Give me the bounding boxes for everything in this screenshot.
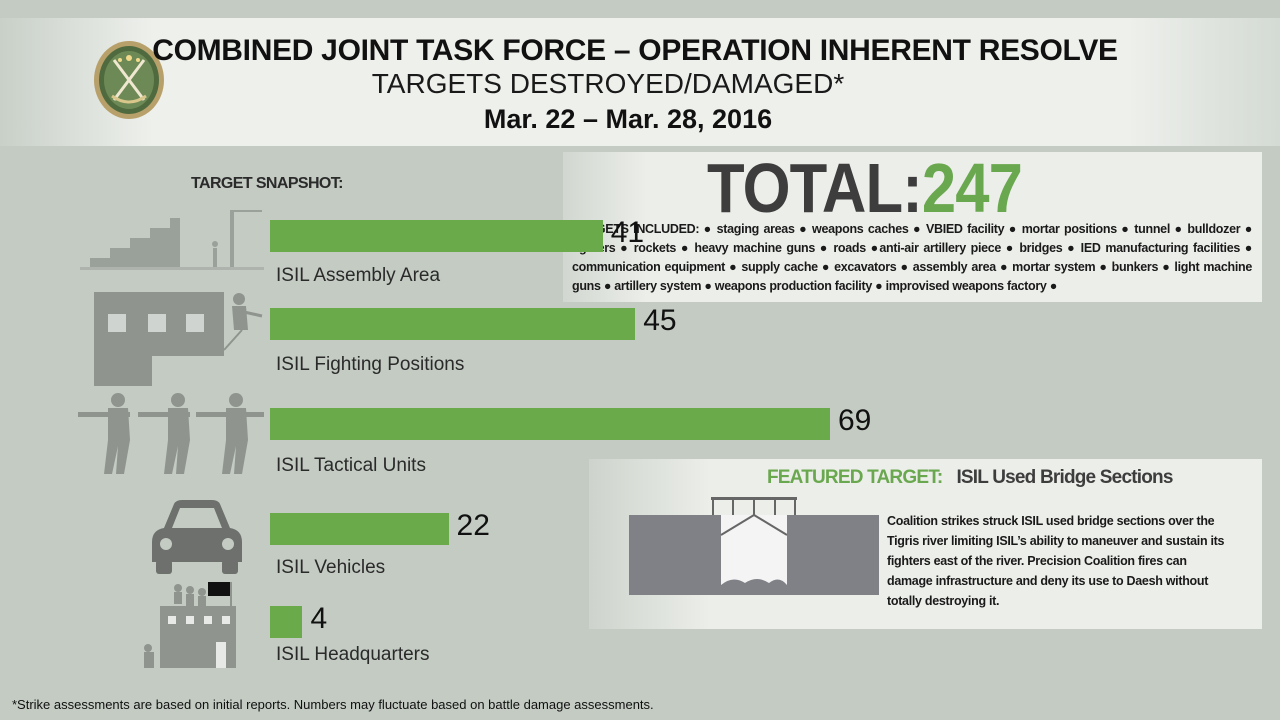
bar-2 <box>270 308 636 340</box>
bar-value-label: 22 <box>456 509 490 542</box>
featured-panel: FEATURED TARGET: ISIL Used Bridge Section… <box>589 459 1262 629</box>
bridge-icon <box>629 497 879 595</box>
bar-value-label: 45 <box>643 304 677 337</box>
featured-target: ISIL Used Bridge Sections <box>956 467 1173 488</box>
date-range: Mar. 22 – Mar. 28, 2016 <box>483 104 773 134</box>
snapshot-label: TARGET SNAPSHOT: <box>191 175 343 192</box>
task-force-seal-icon <box>94 41 164 119</box>
featured-heading: FEATURED TARGET: ISIL Used Bridge Section… <box>767 467 1173 489</box>
total-label: TOTAL: <box>707 149 923 227</box>
bar-4 <box>270 513 449 545</box>
bar-category-label: ISIL Headquarters <box>276 644 430 665</box>
bar-3 <box>270 408 830 440</box>
bar-category-label: ISIL Assembly Area <box>276 265 441 286</box>
bar-category-label: ISIL Vehicles <box>276 557 386 578</box>
building-sniper-icon <box>94 292 263 386</box>
total-value: 247 <box>921 149 1023 227</box>
bar-1 <box>270 220 603 252</box>
featured-description: Coalition strikes struck ISIL used bridg… <box>887 514 1225 608</box>
page-subtitle: TARGETS DESTROYED/DAMAGED* <box>371 68 845 99</box>
total-heading: TOTAL:247 <box>707 148 1023 228</box>
soldiers-icon <box>78 393 264 474</box>
total-panel: TOTAL:247 TARGETS INCLUDED: ● staging ar… <box>563 149 1262 302</box>
bar-value-label: 4 <box>310 602 328 635</box>
bar-value-label: 41 <box>610 216 645 249</box>
headquarters-icon <box>144 582 236 668</box>
bar-value-label: 69 <box>838 404 872 437</box>
bar-category-label: ISIL Fighting Positions <box>276 354 465 375</box>
featured-label: FEATURED TARGET: <box>767 467 943 488</box>
footnote: *Strike assessments are based on initial… <box>12 697 654 712</box>
header-banner: COMBINED JOINT TASK FORCE – OPERATION IN… <box>0 18 1280 146</box>
stairs-wall-icon <box>80 210 264 270</box>
targets-included-list: TARGETS INCLUDED: ● staging areas ● weap… <box>572 222 1252 293</box>
bar-5 <box>270 606 303 638</box>
car-icon <box>152 500 242 574</box>
page-title: COMBINED JOINT TASK FORCE – OPERATION IN… <box>152 34 1118 67</box>
bar-category-label: ISIL Tactical Units <box>276 455 426 476</box>
